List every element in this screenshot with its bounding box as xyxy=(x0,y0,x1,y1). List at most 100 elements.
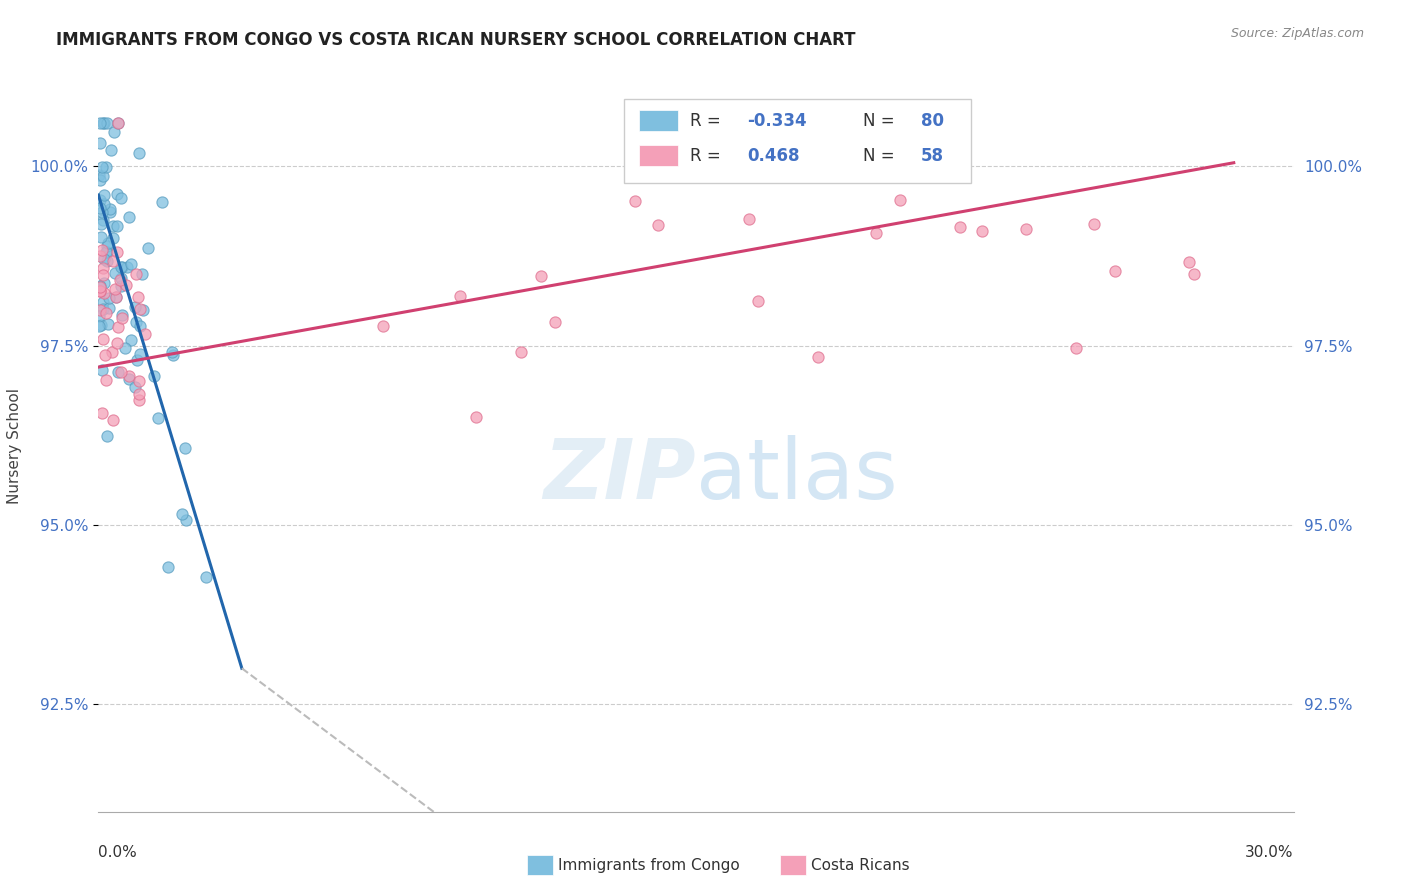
Point xyxy=(131,267,153,281)
Point xyxy=(100,143,122,157)
Point xyxy=(89,249,111,263)
Point xyxy=(101,413,124,427)
Point xyxy=(89,193,111,207)
Point xyxy=(89,202,111,216)
Point xyxy=(93,188,115,202)
Point xyxy=(120,257,142,271)
Point xyxy=(107,319,129,334)
Point xyxy=(107,116,129,130)
Point xyxy=(105,290,128,304)
Point xyxy=(889,194,911,208)
Point xyxy=(174,441,197,455)
Point xyxy=(91,295,114,310)
Point xyxy=(90,244,112,258)
Point xyxy=(93,276,115,290)
Point xyxy=(90,230,112,244)
Point xyxy=(91,268,114,282)
Point xyxy=(970,224,993,238)
Point xyxy=(449,289,471,303)
Point xyxy=(465,410,488,425)
Point xyxy=(373,319,395,334)
Point xyxy=(134,326,156,341)
Point xyxy=(143,368,166,383)
Text: 0.468: 0.468 xyxy=(748,146,800,165)
Point xyxy=(124,380,146,394)
Point xyxy=(105,219,128,234)
Point xyxy=(127,290,149,304)
Point xyxy=(96,160,118,174)
Point xyxy=(91,302,114,317)
Point xyxy=(162,345,184,359)
Point xyxy=(124,300,146,314)
Point xyxy=(128,387,150,401)
Text: Source: ZipAtlas.com: Source: ZipAtlas.com xyxy=(1230,27,1364,40)
Point xyxy=(90,204,112,219)
Point xyxy=(101,231,124,245)
Point xyxy=(174,513,197,527)
Point xyxy=(738,211,761,226)
Point xyxy=(148,411,170,425)
Point xyxy=(98,291,121,305)
Point xyxy=(96,116,118,130)
Point xyxy=(124,315,146,329)
Point xyxy=(110,271,132,285)
Point xyxy=(90,406,112,420)
Point xyxy=(89,303,111,318)
Point xyxy=(110,191,132,205)
Point xyxy=(128,374,150,388)
Point xyxy=(87,168,110,182)
FancyBboxPatch shape xyxy=(638,111,678,131)
Point xyxy=(195,570,218,584)
Point xyxy=(105,335,128,350)
Text: ZIP: ZIP xyxy=(543,434,696,516)
Point xyxy=(93,213,115,227)
Point xyxy=(544,315,567,329)
Point xyxy=(110,365,132,379)
Point xyxy=(96,429,118,443)
Point xyxy=(1182,267,1205,281)
Point xyxy=(125,267,148,281)
Point xyxy=(1064,341,1087,355)
Text: N =: N = xyxy=(863,146,900,165)
Point xyxy=(807,350,830,364)
Point xyxy=(118,372,141,386)
Point xyxy=(111,311,134,326)
Point xyxy=(1104,263,1126,277)
Point xyxy=(128,393,150,408)
Point xyxy=(89,173,111,187)
Point xyxy=(105,245,128,260)
Point xyxy=(1083,217,1105,231)
Point xyxy=(118,368,141,383)
Text: -0.334: -0.334 xyxy=(748,112,807,129)
Point xyxy=(101,254,124,268)
Point xyxy=(132,302,155,317)
Text: atlas: atlas xyxy=(696,434,897,516)
Point xyxy=(138,242,160,256)
Point xyxy=(93,116,115,130)
Point xyxy=(162,348,184,362)
Point xyxy=(89,284,111,298)
Point xyxy=(115,260,138,274)
Point xyxy=(91,363,114,377)
Point xyxy=(105,290,128,304)
Point xyxy=(96,245,118,260)
Point xyxy=(101,219,124,233)
Text: IMMIGRANTS FROM CONGO VS COSTA RICAN NURSERY SCHOOL CORRELATION CHART: IMMIGRANTS FROM CONGO VS COSTA RICAN NUR… xyxy=(56,31,856,49)
Point xyxy=(91,332,114,346)
Point xyxy=(111,260,134,274)
Point xyxy=(97,318,120,332)
Point xyxy=(114,341,136,355)
Point xyxy=(91,169,114,183)
Point xyxy=(111,308,134,322)
Point xyxy=(1178,255,1201,269)
Point xyxy=(107,365,129,379)
Text: 30.0%: 30.0% xyxy=(1246,845,1294,860)
Point xyxy=(108,273,131,287)
Point xyxy=(815,116,838,130)
Point xyxy=(125,353,148,368)
Point xyxy=(93,285,115,300)
Point xyxy=(114,278,136,293)
Point xyxy=(90,318,112,333)
Point xyxy=(107,116,129,130)
Text: 80: 80 xyxy=(921,112,943,129)
